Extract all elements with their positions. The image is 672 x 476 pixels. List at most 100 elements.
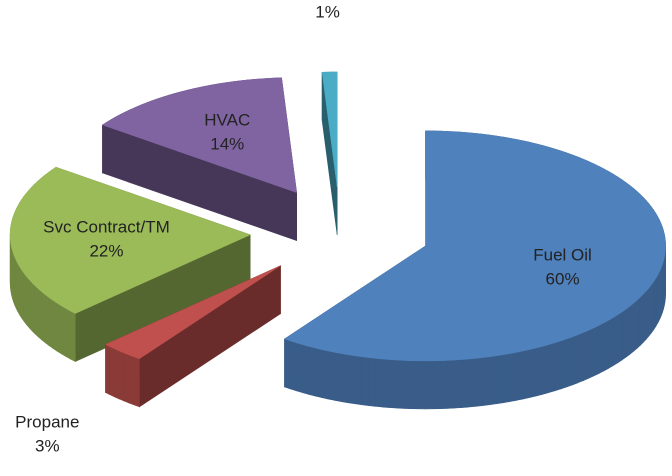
- slice-side: [375, 358, 384, 408]
- slice-top: [104, 265, 281, 360]
- slice-top: [321, 71, 338, 188]
- slice-side: [612, 314, 618, 367]
- slice-side: [509, 351, 517, 402]
- slice-side: [625, 305, 631, 358]
- slice-side: [603, 319, 609, 372]
- slice-side: [119, 350, 125, 402]
- slice-side: [65, 307, 71, 360]
- slice-side: [61, 305, 67, 358]
- slice-side: [52, 299, 58, 352]
- slice-side: [403, 360, 412, 410]
- slice-side: [389, 359, 398, 409]
- slice-side: [535, 345, 543, 397]
- slice-side: [361, 356, 369, 406]
- slice-side: [461, 358, 469, 408]
- slice-side: [45, 294, 50, 347]
- slice-side: [418, 360, 426, 410]
- slice-value-label: 1%: [315, 2, 340, 21]
- slice-side: [645, 287, 650, 340]
- slice-side: [354, 355, 363, 406]
- slice-side: [598, 322, 605, 374]
- slice-side: [475, 357, 483, 407]
- slice-side: [368, 357, 376, 407]
- slice-side: [548, 342, 556, 394]
- slice-side: [489, 355, 497, 406]
- slice-side: [28, 278, 33, 332]
- slice-side: [566, 336, 573, 388]
- slice-side: [608, 317, 614, 369]
- slice-side: [38, 288, 43, 341]
- slice-side: [290, 340, 297, 392]
- slice-side: [516, 350, 524, 401]
- slice-side: [123, 352, 130, 404]
- slice-side: [19, 265, 23, 320]
- slice-side: [639, 293, 644, 347]
- slice-side: [347, 354, 356, 405]
- slice-side: [621, 308, 627, 361]
- slice-value-label: 14%: [210, 135, 244, 154]
- slice-side: [284, 338, 291, 390]
- slice-side: [21, 269, 25, 323]
- slice-side: [105, 343, 111, 396]
- slice-top: [101, 77, 297, 193]
- slice-side: [128, 354, 135, 406]
- slice-label: Propane: [15, 413, 79, 432]
- slice-side: [577, 332, 584, 384]
- slice-side: [542, 344, 549, 395]
- slice-side: [629, 302, 634, 355]
- slice-side: [410, 360, 419, 410]
- slice-label: Svc Contract/TM: [43, 218, 170, 237]
- slice-side: [41, 291, 46, 344]
- slice-side: [554, 340, 562, 392]
- slice-side: [382, 358, 391, 408]
- slice-side: [583, 329, 590, 381]
- slice-side: [496, 354, 504, 405]
- slice-side: [296, 342, 303, 394]
- slice-side: [23, 272, 27, 326]
- slice: [283, 130, 666, 410]
- slice-side: [593, 324, 600, 377]
- slice-side: [340, 353, 349, 404]
- slice-side: [334, 351, 342, 402]
- slice-side: [302, 344, 310, 395]
- slice-side: [314, 347, 322, 398]
- slice-side: [572, 334, 579, 386]
- slice-side: [308, 345, 316, 397]
- slice-label: Fuel Oil: [533, 246, 592, 265]
- slice-side: [327, 350, 335, 401]
- slice: [9, 166, 251, 363]
- slice-side: [321, 349, 329, 400]
- slice-side: [643, 290, 647, 344]
- slice-value-label: 60%: [546, 270, 580, 289]
- slice-top: [9, 166, 251, 314]
- slice-side: [56, 302, 62, 355]
- slice-top: [283, 130, 666, 362]
- slice-value-label: 3%: [35, 437, 60, 456]
- slice-label: HVAC: [204, 111, 250, 130]
- slice: [321, 71, 338, 236]
- slice-side: [560, 338, 567, 390]
- slice-side: [70, 310, 76, 363]
- slice-side: [617, 311, 623, 364]
- slice-side: [31, 282, 36, 335]
- slice-side: [502, 353, 511, 404]
- slice-side: [453, 359, 462, 409]
- slice-side: [109, 346, 115, 398]
- slice-side: [34, 285, 39, 338]
- slice-side: [648, 283, 652, 337]
- slice-side: [446, 359, 455, 409]
- slice-side: [588, 327, 595, 379]
- slice-side: [26, 275, 30, 329]
- slice-side: [636, 296, 641, 350]
- slice-side: [653, 277, 657, 331]
- slice-side: [439, 360, 448, 410]
- slice-side: [468, 358, 476, 408]
- slice-side: [425, 360, 434, 410]
- slice-side: [633, 299, 638, 353]
- slice-side: [133, 356, 140, 408]
- slice-side: [651, 280, 655, 334]
- slice: [104, 265, 281, 408]
- slice-side: [114, 348, 120, 400]
